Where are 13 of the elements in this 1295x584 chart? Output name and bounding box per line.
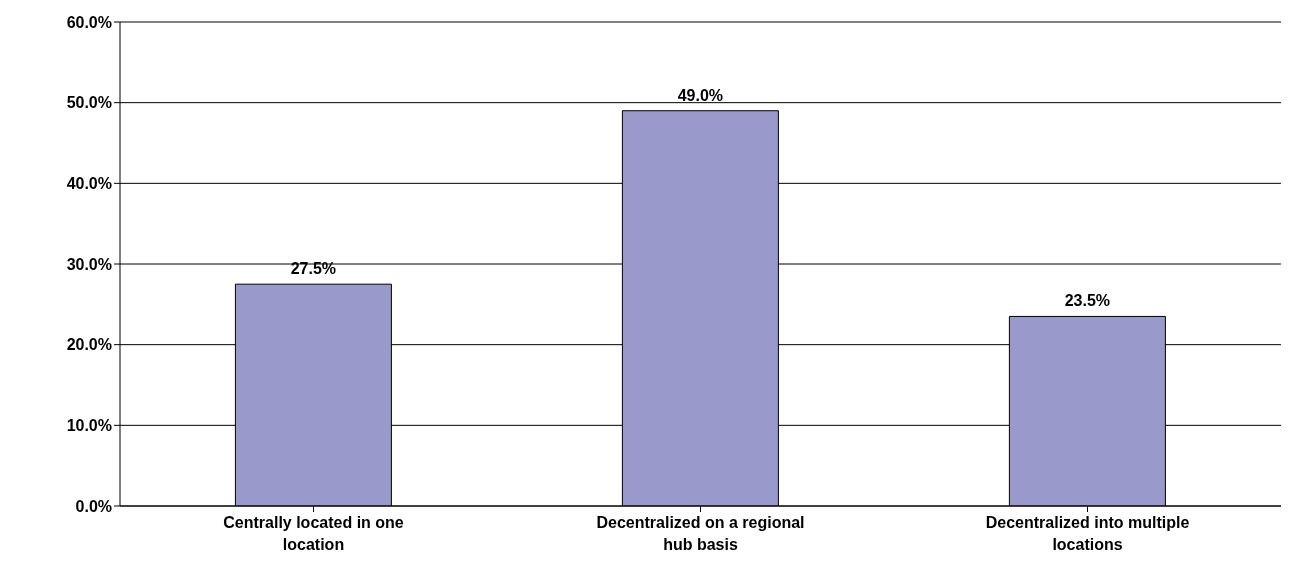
data-label: 27.5% [290,260,337,278]
y-tick-label: 40.0% [66,175,112,193]
data-label: 49.0% [677,86,724,104]
y-tick-label: 30.0% [66,255,112,273]
y-tick-label: 20.0% [66,336,112,354]
y-tick-label: 60.0% [66,13,112,31]
y-tick-label: 0.0% [75,497,112,515]
x-tick-label: Centrally located in one location [223,514,404,553]
x-tick-label: Decentralized into multiple locations [985,514,1190,553]
y-tick-label: 10.0% [66,417,112,435]
y-tick-label: 50.0% [66,94,112,112]
x-tick-label: Decentralized on a regional hub basis [596,514,805,553]
data-label: 23.5% [1064,292,1111,310]
